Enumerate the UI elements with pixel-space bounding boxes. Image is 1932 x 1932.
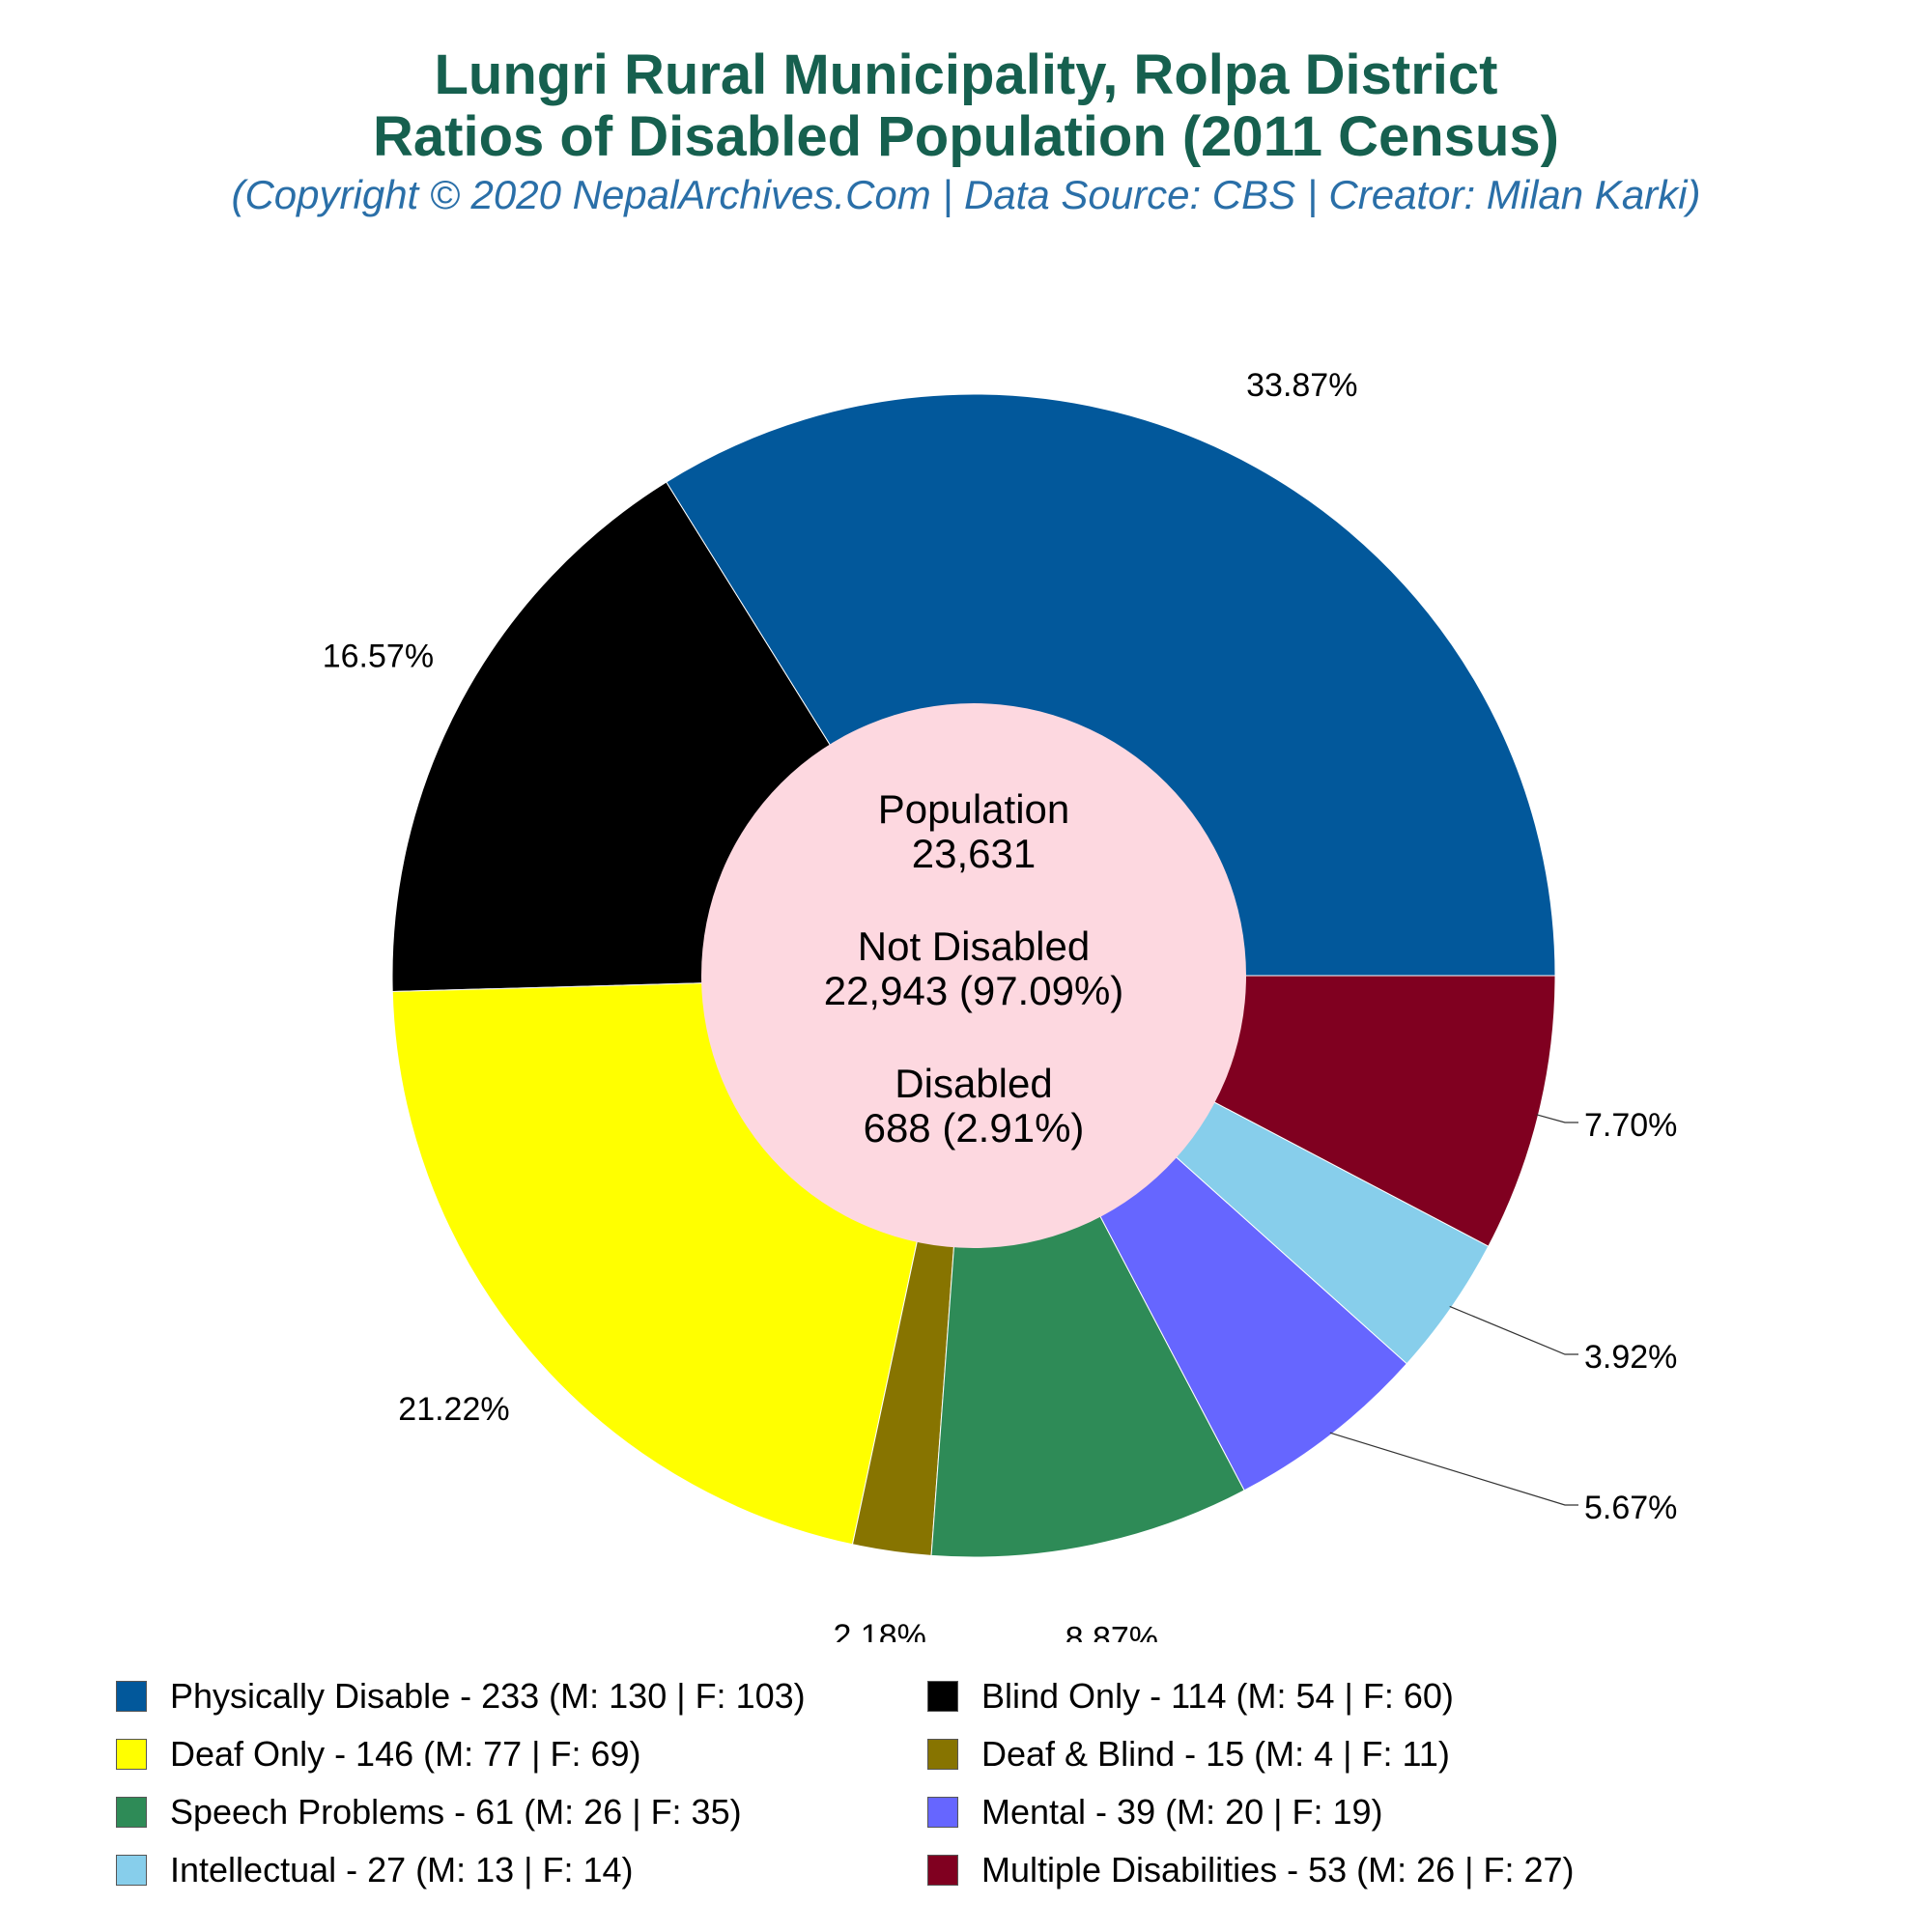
center-not-disabled-value: 22,943 (97.09%) bbox=[824, 968, 1124, 1013]
legend-swatch bbox=[927, 1797, 958, 1828]
slice-percent-label: 8.87% bbox=[1065, 1620, 1158, 1642]
legend-swatch bbox=[116, 1739, 147, 1770]
slice-percent-label: 33.87% bbox=[1246, 367, 1357, 404]
percent-label-group: 33.87% 16.57% 21.22% 2.18% 8.87% 5.67% 3.92% 7.… bbox=[323, 367, 1678, 1642]
legend-swatch bbox=[116, 1681, 147, 1712]
legend-item: Intellectual - 27 (M: 13 | F: 14) bbox=[116, 1850, 634, 1890]
legend-swatch bbox=[927, 1739, 958, 1770]
center-not-disabled-label: Not Disabled bbox=[858, 923, 1090, 969]
legend-item: Deaf & Blind - 15 (M: 4 | F: 11) bbox=[927, 1734, 1450, 1775]
legend-label: Deaf Only - 146 (M: 77 | F: 69) bbox=[170, 1734, 641, 1774]
slice-percent-label: 21.22% bbox=[398, 1391, 509, 1428]
legend-swatch bbox=[927, 1855, 958, 1886]
leader-line-group bbox=[1329, 1114, 1578, 1506]
chart-title-line1: Lungri Rural Municipality, Rolpa Distric… bbox=[434, 43, 1498, 106]
leader-line bbox=[1536, 1114, 1578, 1123]
center-disabled-label: Disabled bbox=[895, 1061, 1052, 1106]
legend-label: Mental - 39 (M: 20 | F: 19) bbox=[981, 1792, 1383, 1832]
legend-swatch bbox=[116, 1797, 147, 1828]
donut-chart: 33.87% 16.57% 21.22% 2.18% 8.87% 5.67% 3.92% 7.… bbox=[323, 367, 1678, 1642]
legend-label: Multiple Disabilities - 53 (M: 26 | F: 2… bbox=[981, 1850, 1575, 1889]
center-disabled-value: 688 (2.91%) bbox=[864, 1105, 1085, 1151]
legend-label: Intellectual - 27 (M: 13 | F: 14) bbox=[170, 1850, 634, 1889]
legend-label: Speech Problems - 61 (M: 26 | F: 35) bbox=[170, 1792, 742, 1832]
legend-item: Mental - 39 (M: 20 | F: 19) bbox=[927, 1792, 1383, 1833]
center-population-label: Population bbox=[878, 786, 1070, 832]
legend-swatch bbox=[116, 1855, 147, 1886]
legend-item: Speech Problems - 61 (M: 26 | F: 35) bbox=[116, 1792, 742, 1833]
leader-line bbox=[1449, 1305, 1578, 1355]
slice-percent-label: 5.67% bbox=[1584, 1490, 1677, 1526]
legend-swatch bbox=[927, 1681, 958, 1712]
chart-subtitle: (Copyright © 2020 NepalArchives.Com | Da… bbox=[231, 172, 1701, 217]
legend-item: Physically Disable - 233 (M: 130 | F: 10… bbox=[116, 1676, 806, 1717]
center-population-value: 23,631 bbox=[912, 831, 1036, 876]
slice-percent-label: 3.92% bbox=[1584, 1339, 1677, 1376]
slice-percent-label: 16.57% bbox=[323, 639, 434, 675]
slice-percent-label: 2.18% bbox=[833, 1618, 925, 1642]
slice-percent-label: 7.70% bbox=[1584, 1107, 1677, 1144]
legend-label: Physically Disable - 233 (M: 130 | F: 10… bbox=[170, 1676, 806, 1716]
chart-title-line2: Ratios of Disabled Population (2011 Cens… bbox=[373, 105, 1559, 168]
legend-item: Blind Only - 114 (M: 54 | F: 60) bbox=[927, 1676, 1454, 1717]
legend-item: Multiple Disabilities - 53 (M: 26 | F: 2… bbox=[927, 1850, 1575, 1890]
legend-item: Deaf Only - 146 (M: 77 | F: 69) bbox=[116, 1734, 641, 1775]
legend-label: Deaf & Blind - 15 (M: 4 | F: 11) bbox=[981, 1734, 1450, 1774]
leader-line bbox=[1329, 1432, 1578, 1506]
legend-label: Blind Only - 114 (M: 54 | F: 60) bbox=[981, 1676, 1454, 1716]
center-disc bbox=[701, 703, 1246, 1248]
